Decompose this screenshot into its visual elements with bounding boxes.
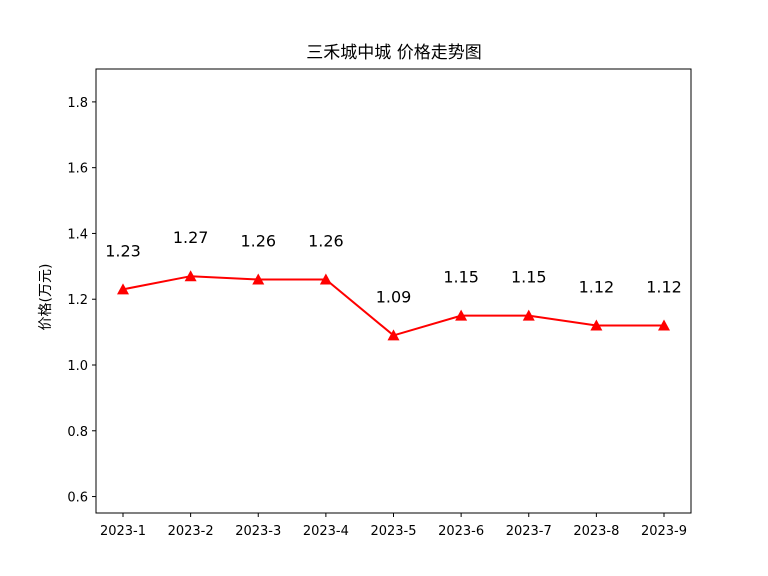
data-labels: 1.23 1.27 1.26 1.26 1.09 1.15 1.15 1.12 1.12: [105, 228, 682, 306]
data-label: 1.23: [105, 241, 141, 260]
data-point-marker: [455, 309, 468, 321]
series-group: [117, 270, 670, 341]
x-tick-label: 2023-3: [235, 524, 281, 539]
data-label: 1.12: [579, 278, 615, 297]
chart-title: 三禾城中城 价格走势图: [306, 43, 481, 63]
x-tick-label: 2023-2: [168, 524, 214, 539]
x-tick-label: 2023-4: [303, 524, 349, 539]
data-label: 1.09: [376, 287, 412, 306]
x-tick-label: 2023-9: [641, 524, 687, 539]
y-axis-label: 价格(万元): [38, 264, 54, 331]
x-axis-ticks: 2023-1 2023-2 2023-3 2023-4 2023-5 2023-6 2023…: [100, 513, 687, 539]
data-label: 1.12: [646, 278, 682, 297]
y-tick-label: 1.2: [67, 293, 88, 308]
data-point-marker: [252, 273, 265, 285]
data-label: 1.15: [443, 268, 479, 287]
y-tick-label: 0.8: [67, 425, 88, 440]
y-tick-label: 0.6: [67, 491, 88, 506]
x-tick-label: 2023-1: [100, 524, 146, 539]
data-point-marker: [590, 319, 603, 331]
data-point-marker: [319, 273, 332, 285]
data-point-marker: [184, 270, 197, 282]
data-label: 1.15: [511, 268, 547, 287]
data-point-marker: [117, 283, 129, 295]
y-axis-ticks: 0.6 0.8 1.0 1.2 1.4 1.6 1.8: [67, 96, 96, 506]
x-tick-label: 2023-6: [438, 524, 484, 539]
y-tick-label: 1.8: [67, 96, 88, 111]
data-point-marker: [387, 329, 400, 341]
x-tick-label: 2023-7: [506, 524, 552, 539]
x-tick-label: 2023-5: [370, 524, 416, 539]
data-point-marker: [522, 309, 535, 321]
data-label: 1.26: [308, 231, 344, 250]
y-tick-label: 1.0: [67, 359, 88, 374]
data-label: 1.27: [173, 228, 209, 247]
y-tick-label: 1.6: [67, 162, 88, 177]
y-tick-label: 1.4: [67, 227, 88, 242]
data-label: 1.26: [240, 231, 276, 250]
x-tick-label: 2023-8: [573, 524, 619, 539]
data-point-marker: [658, 319, 670, 331]
